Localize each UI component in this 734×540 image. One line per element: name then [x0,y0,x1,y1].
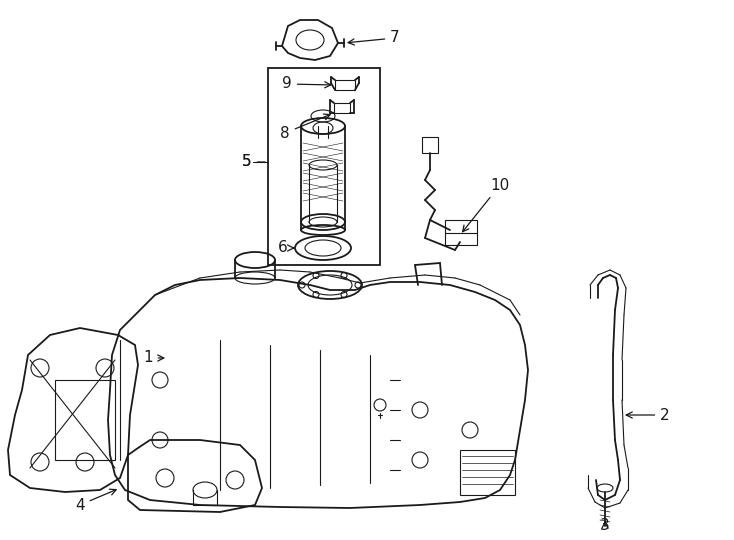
Text: 2: 2 [626,408,670,422]
Text: 5: 5 [242,154,265,170]
Bar [445,220,477,245]
Text: 8: 8 [280,114,330,140]
Bar [460,450,515,495]
Text: 5: 5 [242,154,252,170]
Bar [335,80,355,90]
Bar [422,137,438,153]
Bar [334,103,350,113]
Text: 3: 3 [600,517,610,532]
Text: 10: 10 [462,178,509,232]
Text: 7: 7 [348,30,400,45]
Text: 1: 1 [143,350,164,366]
Text: 6: 6 [278,240,294,255]
Text: 9: 9 [282,77,331,91]
Bar [268,68,380,265]
Text: 4: 4 [75,489,116,512]
Bar [55,380,115,460]
